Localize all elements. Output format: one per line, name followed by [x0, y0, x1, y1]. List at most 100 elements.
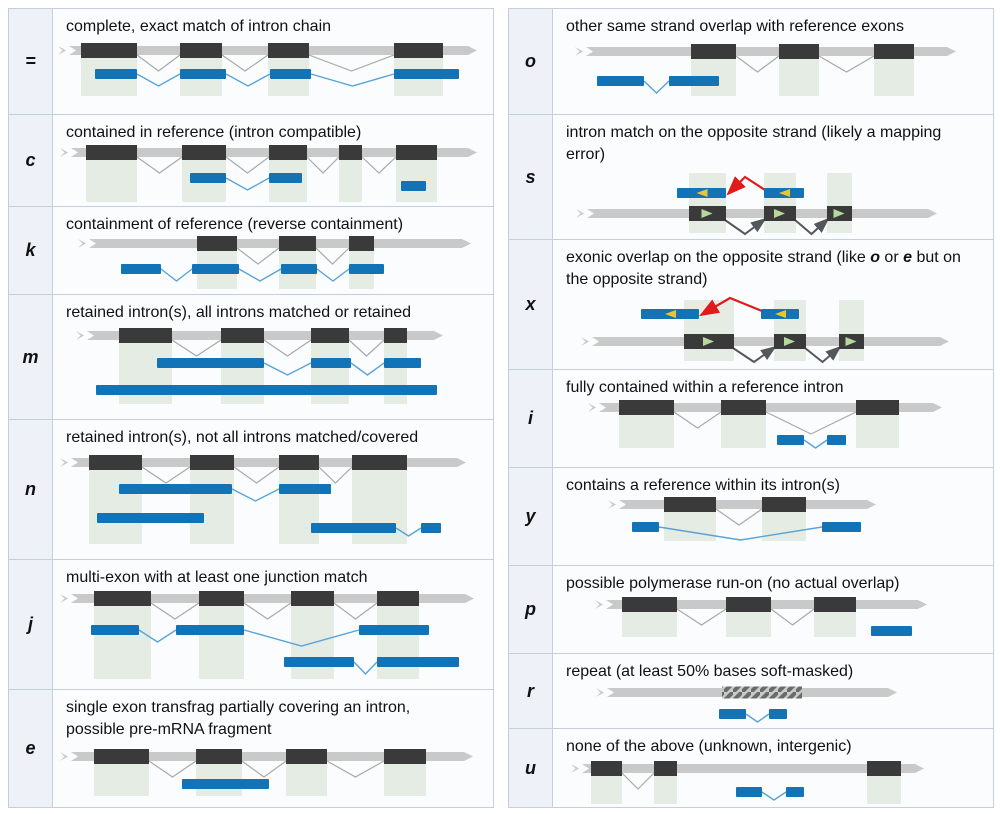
query-exon [719, 709, 746, 719]
class-row-o: o other same strand overlap with referenc… [509, 9, 993, 114]
transcript-diagram [571, 761, 924, 804]
class-code-label: y [509, 468, 553, 565]
class-content: contained in reference (intron compatibl… [53, 115, 493, 206]
reference-introns [148, 760, 385, 778]
bar-start-chevron-icon [576, 209, 584, 218]
class-row-c: c contained in reference (intron compatib… [9, 114, 493, 206]
query-exon [871, 626, 912, 636]
query-exon [270, 69, 311, 79]
query-transcript [96, 385, 437, 395]
reference-exon [190, 455, 234, 470]
opposite-strand-mismatch-arrow [699, 296, 763, 317]
class-content: multi-exon with at least one junction ma… [53, 560, 493, 689]
reference-introns [150, 602, 378, 620]
reference-introns [136, 54, 395, 72]
class-description: containment of reference (reverse contai… [66, 216, 404, 233]
query-transcript [777, 435, 846, 449]
reference-exon [726, 597, 771, 612]
query-exon [777, 435, 804, 445]
forward-strand-arrow-icon [774, 209, 785, 218]
bar-start-chevron-icon [581, 337, 589, 346]
class-content: retained intron(s), not all introns matc… [53, 420, 493, 559]
class-code-label: e [9, 690, 53, 807]
reference-exon [196, 749, 242, 764]
query-transcript [719, 709, 787, 723]
class-description: retained intron(s), all introns matched … [66, 304, 412, 321]
reference-exon [384, 328, 407, 343]
reference-exon [81, 43, 137, 58]
query-exon [632, 522, 659, 532]
reference-exon [291, 591, 334, 606]
class-row-p: p possible polymerase run-on (no actual o… [509, 565, 993, 653]
class-description: fully contained within a reference intro… [566, 379, 844, 396]
bar-start-chevron-icon [60, 594, 68, 603]
reference-exon [384, 749, 426, 764]
class-row-e: e single exon transfrag partially coverin… [9, 689, 493, 807]
class-content: single exon transfrag partially covering… [53, 690, 493, 807]
reference-exons [689, 206, 852, 221]
reference-introns [732, 345, 842, 364]
reference-exon [89, 455, 142, 470]
query-exon [384, 358, 421, 368]
reference-exon [197, 236, 237, 251]
class-content: contains a reference within its intron(s… [553, 468, 993, 565]
query-transcript [641, 296, 799, 319]
query-exon [401, 181, 426, 191]
class-description: contains a reference within its intron(s… [566, 477, 840, 494]
query-exon [180, 69, 226, 79]
class-row-y: y contains a reference within its intron(… [509, 467, 993, 565]
query-exon [736, 787, 762, 797]
reference-introns [621, 772, 655, 790]
transcript-diagram [608, 497, 876, 541]
class-description: none of the above (unknown, intergenic) [566, 738, 852, 755]
reference-exon [279, 236, 316, 251]
query-exon [279, 484, 331, 494]
query-transcript [97, 513, 204, 523]
class-description: repeat (at least 50% bases soft-masked) [566, 663, 854, 680]
reference-exon [762, 497, 806, 512]
query-transcript [632, 522, 861, 541]
reference-exon [86, 145, 137, 160]
class-row-s: s intron match on the opposite strand (li… [509, 114, 993, 239]
class-row-eq: = complete, exact match of intron chain [9, 9, 493, 114]
query-exon [349, 264, 384, 274]
reference-introns [171, 339, 385, 357]
transcript-diagram [76, 328, 443, 404]
class-code-label: o [509, 9, 553, 114]
reference-exon [654, 761, 677, 776]
class-row-u: u none of the above (unknown, intergenic) [509, 728, 993, 807]
forward-strand-arrow-icon [833, 209, 845, 218]
query-transcript [95, 69, 459, 87]
reference-genome-bar [576, 209, 937, 218]
reference-exon [591, 761, 622, 776]
reference-introns [676, 608, 815, 626]
query-exon [421, 523, 441, 533]
opposite-strand-mismatch-arrow [726, 175, 766, 196]
reference-exon [94, 749, 149, 764]
transcript-diagram [596, 686, 897, 723]
class-description: intron match on the opposite strand (lik… [566, 124, 942, 163]
transcript-diagram [60, 455, 466, 544]
query-transcript [677, 175, 804, 198]
query-exon [192, 264, 239, 274]
reference-exon [352, 455, 407, 470]
class-content: intron match on the opposite strand (lik… [553, 115, 993, 239]
query-exon [91, 625, 139, 635]
transcript-diagram [78, 236, 471, 289]
class-description: possible polymerase run-on (no actual ov… [566, 575, 900, 592]
reference-exons [691, 44, 914, 59]
transcript-diagram [581, 296, 949, 364]
class-code-label: k [9, 207, 53, 294]
class-content: possible polymerase run-on (no actual ov… [553, 566, 993, 653]
reference-exon [664, 497, 716, 512]
query-exon [119, 484, 232, 494]
class-content: other same strand overlap with reference… [553, 9, 993, 114]
reference-exon [619, 400, 674, 415]
class-description: other same strand overlap with reference… [566, 18, 904, 35]
reference-exon [622, 597, 677, 612]
class-row-x: x exonic overlap on the opposite strand (… [509, 239, 993, 369]
transcript-diagram [575, 44, 956, 96]
transcript-diagram [595, 597, 927, 637]
query-transcript [736, 787, 804, 801]
reference-exon [199, 591, 244, 606]
